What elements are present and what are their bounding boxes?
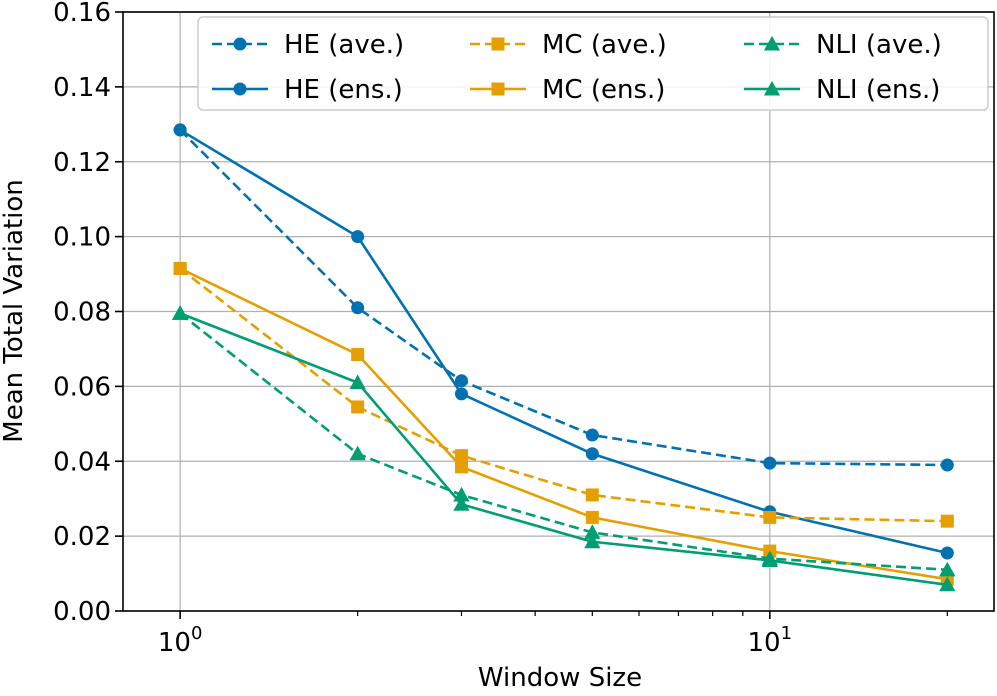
legend-item-nli-ave: NLI (ave.) — [744, 30, 942, 60]
legend-marker — [491, 37, 505, 51]
series-mc-ave-point — [763, 510, 777, 524]
series-group — [172, 123, 956, 592]
series-nli-ave-point — [349, 445, 366, 461]
series-he-ens-point — [585, 447, 599, 461]
x-tick-exponent: 0 — [191, 623, 202, 644]
y-tick-label: 0.14 — [53, 73, 111, 103]
series-he-ens-point — [351, 230, 365, 244]
series-he-ens-point — [454, 387, 468, 401]
y-tick-label: 0.16 — [53, 0, 111, 28]
series-mc-ens-point — [173, 261, 187, 275]
legend-label: NLI (ens.) — [816, 75, 940, 105]
legend-item-he-ave: HE (ave.) — [212, 30, 404, 60]
legend-label: MC (ens.) — [542, 75, 665, 105]
series-he-ens — [173, 123, 954, 560]
series-nli-ave-point — [939, 561, 956, 577]
legend-box — [197, 16, 989, 111]
series-mc-ens-point — [454, 460, 468, 474]
legend-item-mc-ens: MC (ens.) — [470, 75, 665, 105]
series-nli-ens-point — [939, 576, 956, 592]
series-mc-ens-line — [179, 267, 948, 581]
legend-marker — [233, 37, 247, 51]
y-tick-label: 0.04 — [53, 447, 111, 477]
series-nli-ens-point — [761, 552, 778, 567]
series-nli-ave-line — [179, 312, 948, 572]
series-mc-ave-line — [179, 267, 948, 523]
legend-marker — [233, 82, 247, 96]
x-tick-base: 10 — [158, 628, 191, 658]
series-he-ave — [173, 123, 954, 472]
series-nli-ens-point — [172, 305, 189, 320]
legend-label: HE (ave.) — [284, 30, 404, 60]
series-he-ave-line — [179, 129, 948, 467]
series-mc-ens-point — [585, 510, 599, 524]
series-nli-ens-line — [179, 312, 948, 587]
series-mc-ave-point — [454, 449, 468, 463]
series-he-ens-point — [173, 123, 187, 137]
x-tick-base: 10 — [748, 628, 781, 658]
series-mc-ave-point — [585, 488, 599, 502]
y-axis-label: Mean Total Variation — [0, 179, 29, 442]
legend-marker — [491, 82, 505, 96]
legend-item-nli-ens: NLI (ens.) — [744, 75, 940, 105]
legend-item-mc-ave: MC (ave.) — [470, 30, 667, 60]
series-he-ens-line — [179, 128, 948, 555]
series-mc-ave-point — [351, 400, 365, 414]
legend-label: MC (ave.) — [542, 30, 667, 60]
x-tick-exponent: 1 — [781, 623, 792, 644]
legend-marker — [763, 35, 781, 51]
legend-item-he-ens: HE (ens.) — [212, 75, 403, 105]
series-nli-ens — [172, 305, 956, 592]
series-he-ave-point — [585, 428, 599, 442]
y-tick-label: 0.08 — [53, 298, 111, 328]
legend-label: NLI (ave.) — [816, 30, 942, 60]
series-mc-ens-point — [351, 348, 365, 362]
series-nli-ens-point — [453, 496, 470, 511]
series-mc-ave — [173, 261, 954, 528]
legend: HE (ave.) HE (ens.) MC (ave.) MC (ens.) NLI … — [197, 16, 989, 111]
y-tick-label: 0.00 — [53, 597, 111, 627]
series-nli-ens-point — [349, 374, 366, 390]
y-tick-label: 0.10 — [53, 223, 111, 253]
y-tick-label: 0.02 — [53, 522, 111, 552]
series-mc-ave-point — [940, 514, 954, 528]
x-tick-label: 101 — [748, 623, 793, 658]
y-tick-label: 0.06 — [53, 372, 111, 402]
series-nli-ave-point — [584, 524, 601, 539]
y-tick-label: 0.12 — [53, 148, 111, 178]
legend-label: HE (ens.) — [284, 75, 403, 105]
series-he-ave-point — [351, 301, 365, 315]
series-he-ave-point — [454, 374, 468, 388]
legend-marker — [763, 80, 781, 96]
x-axis-label: Window Size — [478, 663, 642, 693]
series-he-ave-point — [940, 458, 954, 472]
series-he-ave-point — [763, 456, 777, 470]
series-nli-ens-point — [584, 533, 601, 549]
x-tick-label: 100 — [158, 623, 203, 658]
series-he-ens-point — [940, 546, 954, 560]
